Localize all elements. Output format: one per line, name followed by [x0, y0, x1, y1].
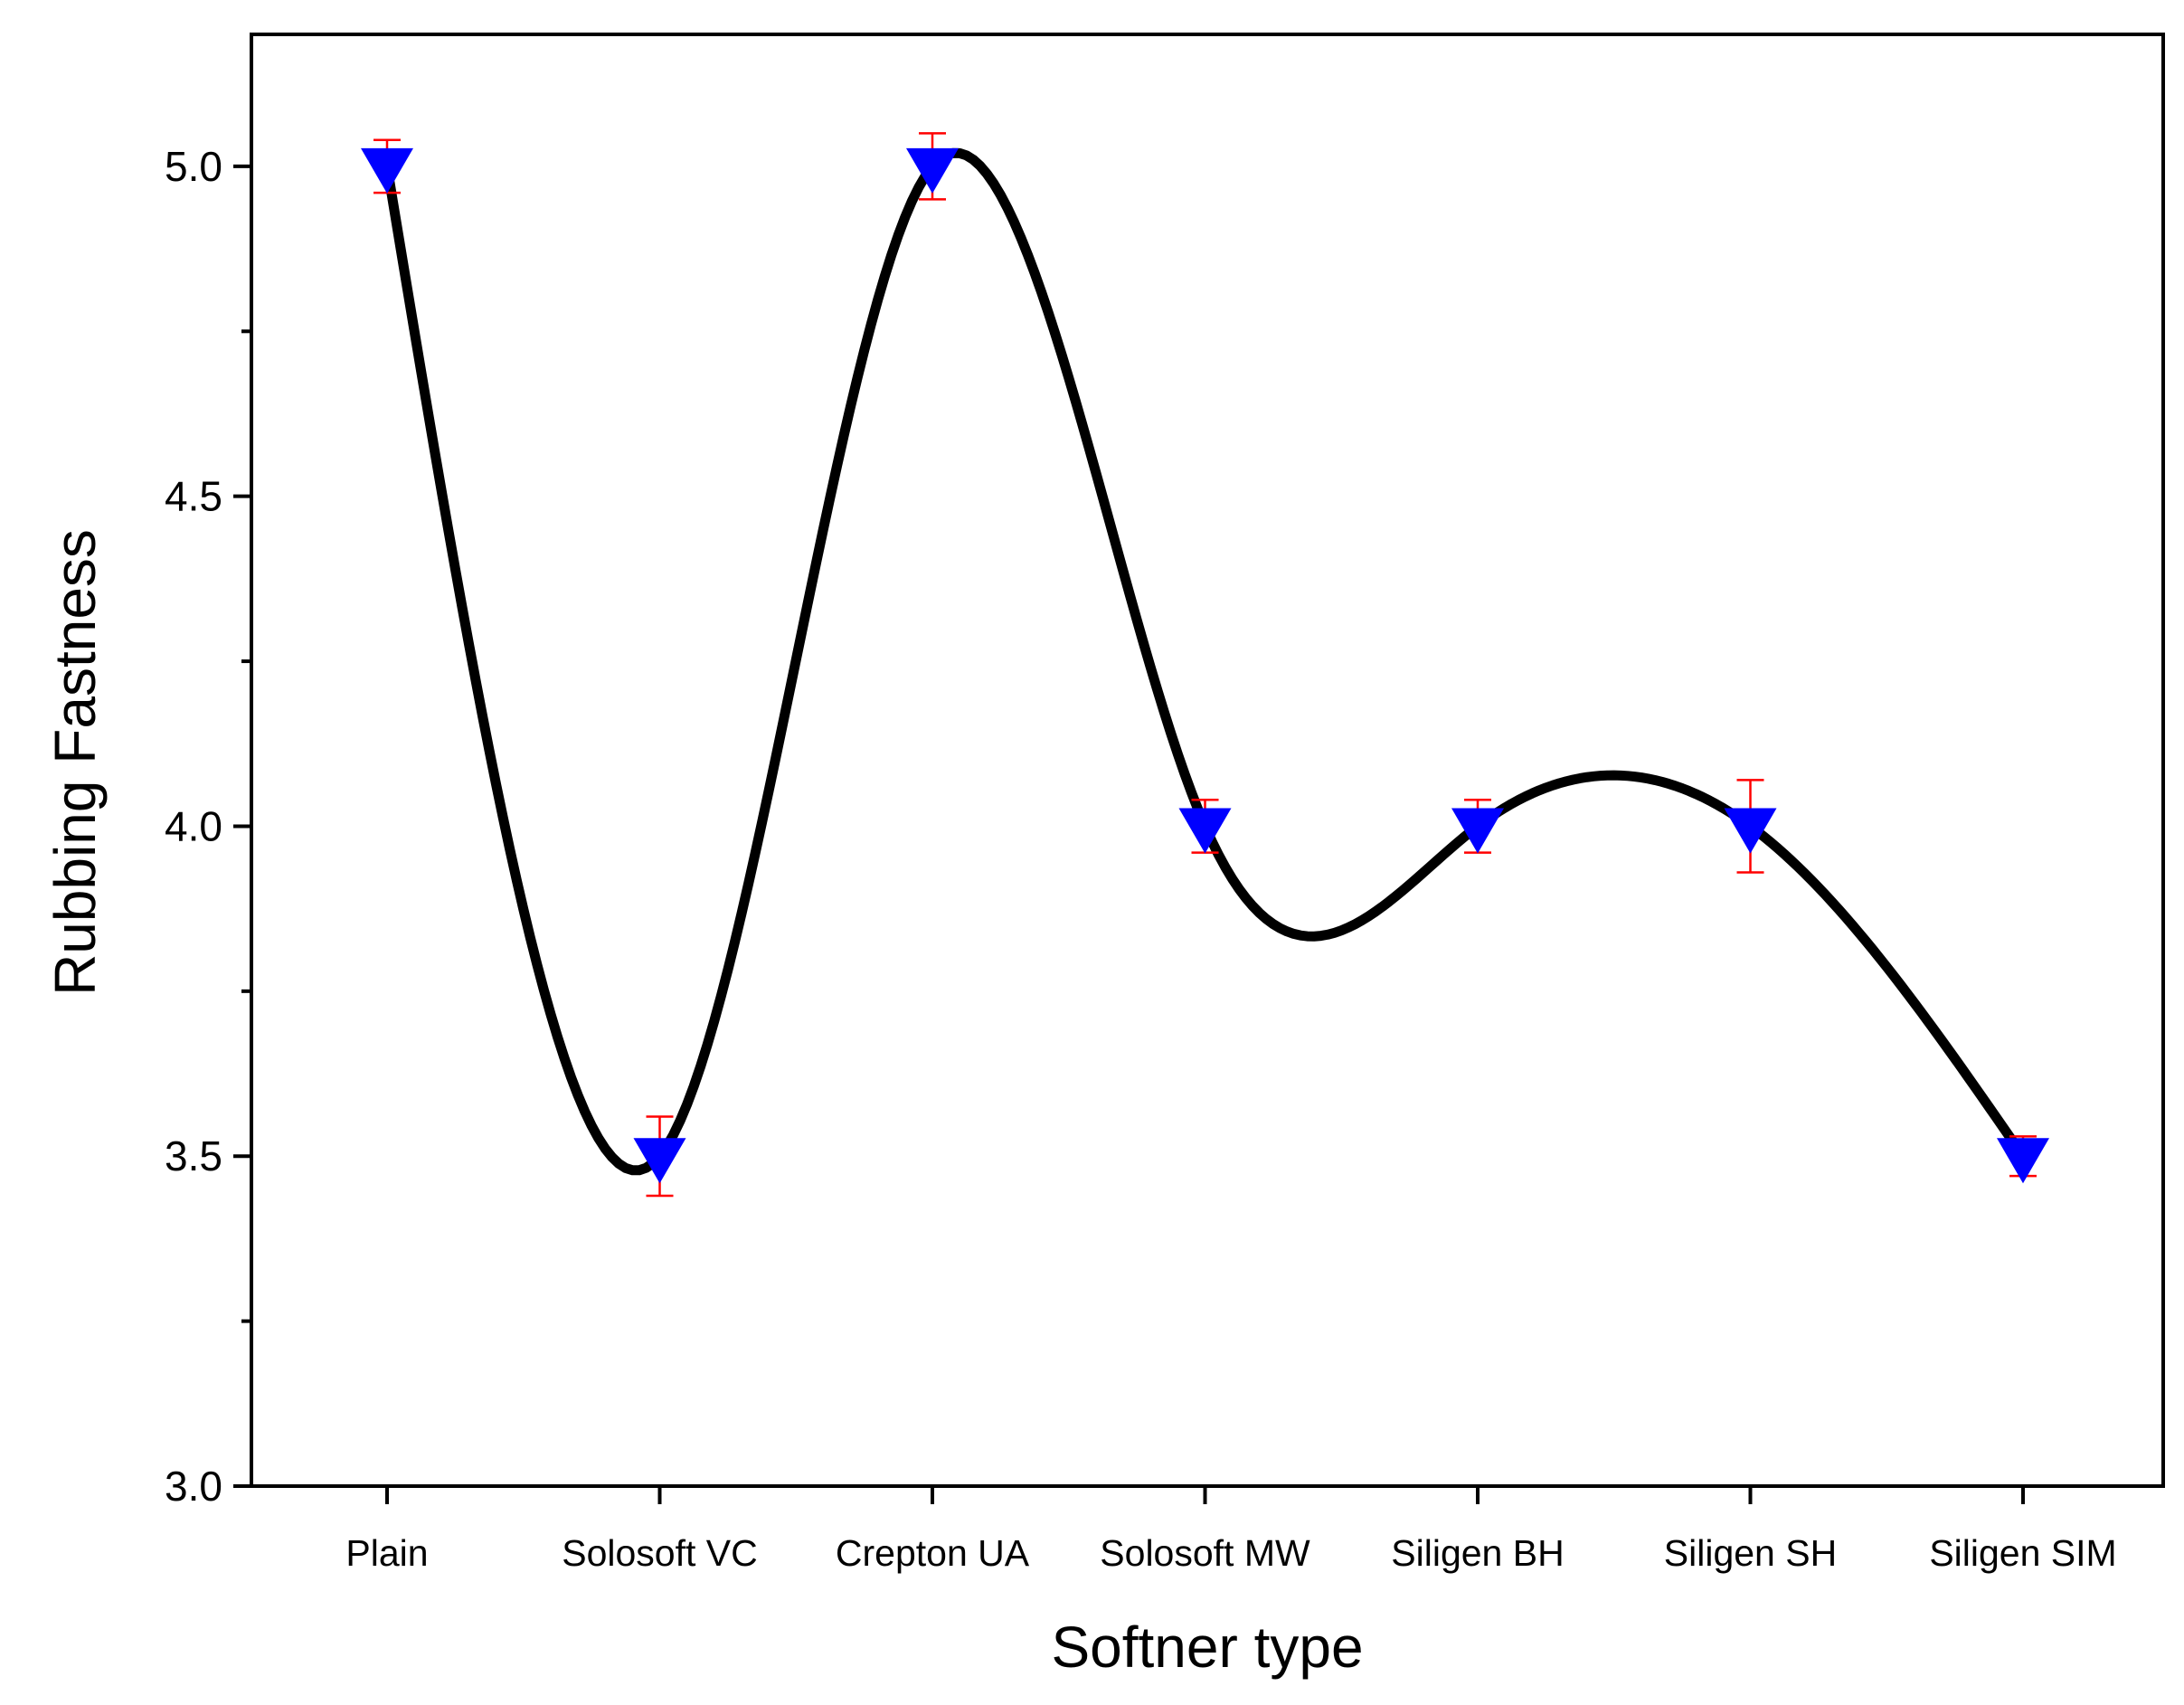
- series-line: [382, 147, 2028, 1176]
- data-point-marker: [1997, 1138, 2049, 1184]
- x-tick-label: Siligen BH: [1391, 1532, 1564, 1574]
- x-tick-label: Solosoft MW: [1100, 1532, 1310, 1574]
- y-tick-label: 3.5: [165, 1132, 222, 1179]
- y-tick-label: 5.0: [165, 143, 222, 190]
- data-point-marker: [361, 147, 413, 194]
- y-axis: 3.0 3.5 4.0 4.5 5.0: [165, 143, 251, 1510]
- x-tick-label: Plain: [345, 1532, 428, 1574]
- y-tick-label: 4.0: [165, 802, 222, 849]
- data-point-marker: [906, 147, 959, 194]
- data-point-marker: [1178, 808, 1232, 854]
- x-axis: Plain Solosoft VC Crepton UA Solosoft MW Sil…: [345, 1486, 2117, 1574]
- x-tick-label: Siligen SH: [1664, 1532, 1837, 1574]
- y-axis-title: Rubbing Fastness: [43, 529, 108, 996]
- x-tick-label: Crepton UA: [836, 1532, 1030, 1574]
- series-layer: [361, 132, 2049, 1198]
- plot-frame: [250, 33, 2165, 1488]
- data-point-marker: [1724, 808, 1777, 854]
- x-tick-label: Siligen SIM: [1929, 1532, 2116, 1574]
- x-tick-label: Solosoft VC: [562, 1532, 758, 1574]
- x-axis-title: Softner type: [1051, 1615, 1363, 1680]
- data-point-marker: [633, 1138, 686, 1184]
- data-point-marker: [1451, 808, 1504, 854]
- y-tick-label: 4.5: [165, 473, 222, 520]
- y-tick-label: 3.0: [165, 1463, 222, 1510]
